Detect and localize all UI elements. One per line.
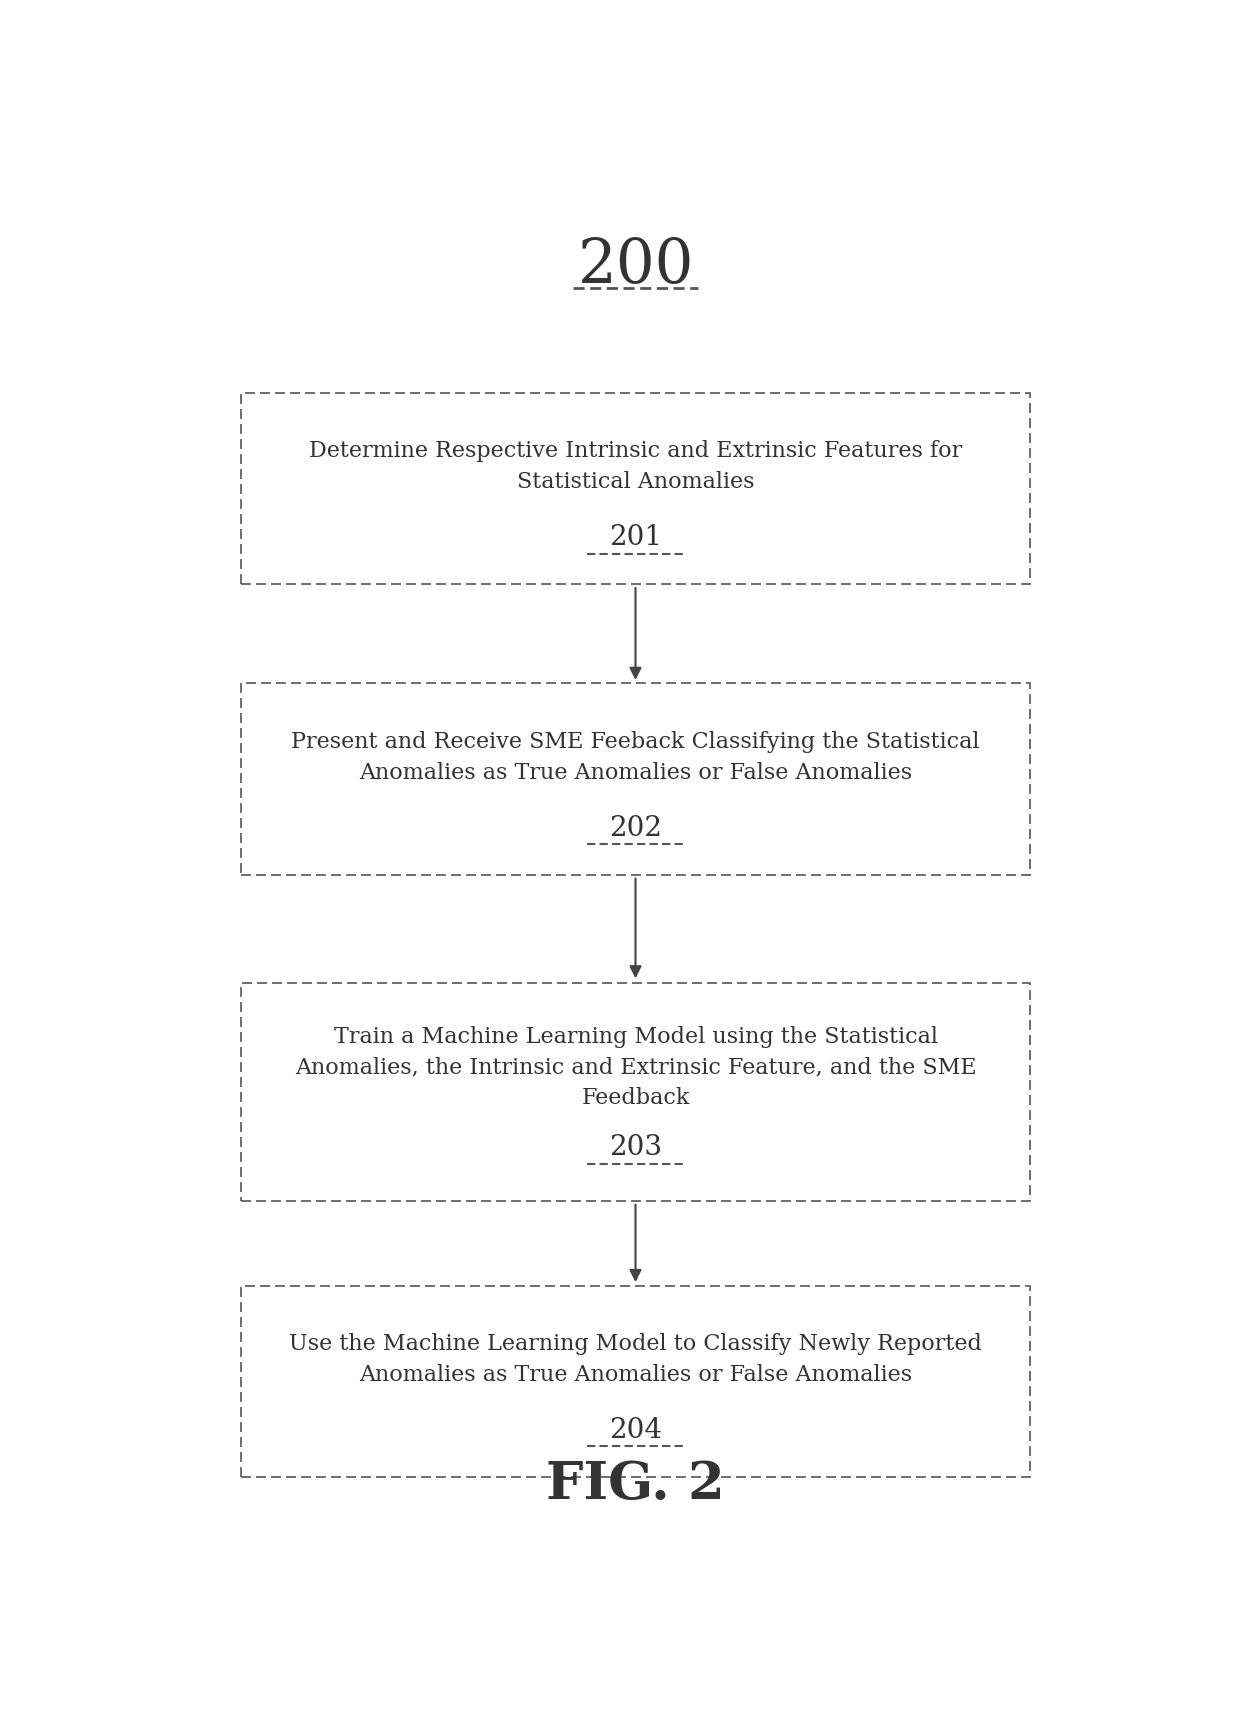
Text: 200: 200 [578,235,693,295]
Text: Use the Machine Learning Model to Classify Newly Reported
Anomalies as True Anom: Use the Machine Learning Model to Classi… [289,1332,982,1385]
FancyBboxPatch shape [242,1286,1029,1477]
Text: Train a Machine Learning Model using the Statistical
Anomalies, the Intrinsic an: Train a Machine Learning Model using the… [295,1025,976,1107]
Text: 204: 204 [609,1416,662,1443]
Text: 201: 201 [609,524,662,550]
FancyBboxPatch shape [242,984,1029,1202]
FancyBboxPatch shape [242,684,1029,876]
Text: FIG. 2: FIG. 2 [546,1457,725,1508]
FancyBboxPatch shape [242,394,1029,584]
Text: 203: 203 [609,1133,662,1160]
Text: 202: 202 [609,814,662,842]
Text: Present and Receive SME Feeback Classifying the Statistical
Anomalies as True An: Present and Receive SME Feeback Classify… [291,730,980,783]
Text: Determine Respective Intrinsic and Extrinsic Features for
Statistical Anomalies: Determine Respective Intrinsic and Extri… [309,440,962,492]
